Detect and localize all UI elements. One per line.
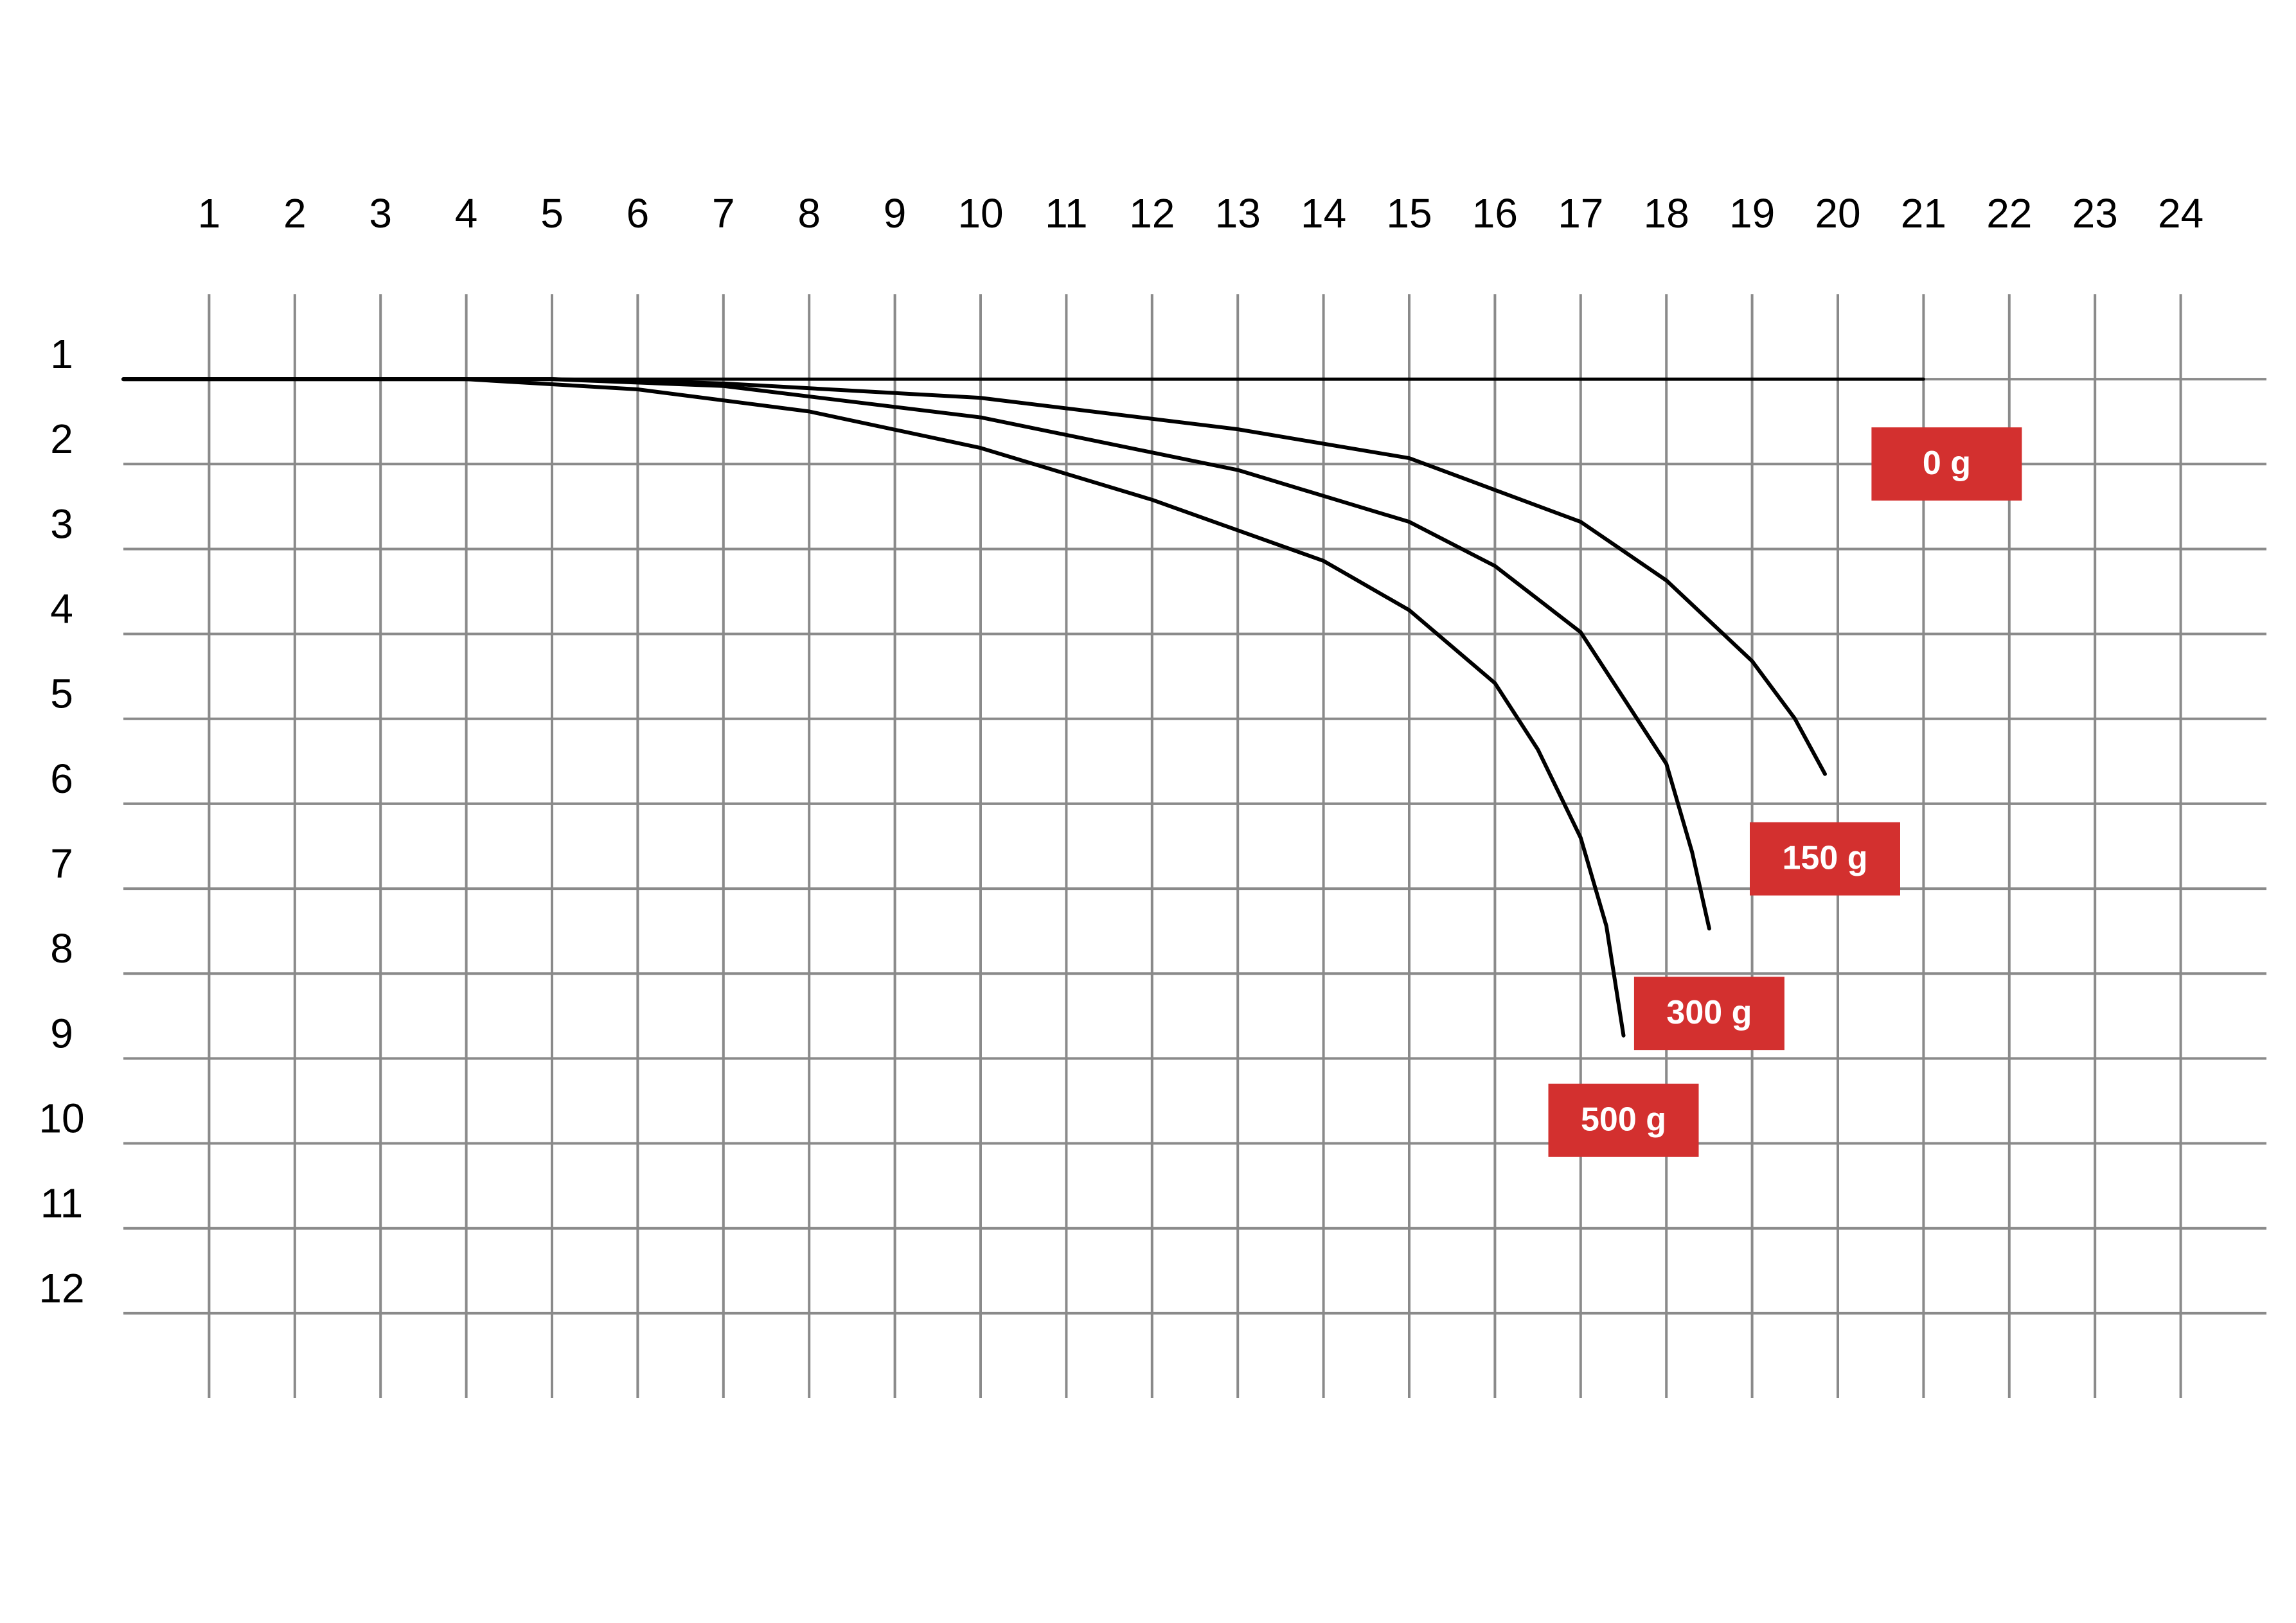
- y-tick-label: 4: [50, 586, 73, 632]
- label-box: [1633, 977, 1784, 1051]
- x-tick-label: 17: [1558, 190, 1603, 236]
- x-tick-label: 16: [1472, 190, 1518, 236]
- series-label: 500 g: [1581, 1101, 1666, 1138]
- label-box: [1548, 1083, 1699, 1157]
- x-tick-label: 6: [627, 190, 650, 236]
- x-tick-label: 2: [283, 190, 307, 236]
- label-box: [1871, 427, 2022, 501]
- y-tick-label: 1: [50, 331, 73, 377]
- y-tick-label: 9: [50, 1010, 73, 1056]
- x-tick-label: 13: [1215, 190, 1261, 236]
- series-label: 300 g: [1666, 994, 1752, 1031]
- y-tick-label: 7: [50, 840, 73, 887]
- y-tick-label: 5: [50, 671, 73, 717]
- x-tick-label: 11: [1045, 190, 1087, 236]
- series-line: [121, 377, 1827, 776]
- x-tick-label: 4: [455, 190, 478, 236]
- x-tick-label: 12: [1129, 190, 1175, 236]
- series-line: [121, 377, 1711, 931]
- x-tick-label: 21: [1901, 190, 1946, 236]
- x-tick-label: 5: [540, 190, 564, 236]
- x-tick-label: 20: [1815, 190, 1860, 236]
- x-tick-label: 7: [712, 190, 735, 236]
- x-tick-label: 19: [1729, 190, 1775, 236]
- x-tick-label: 9: [884, 190, 907, 236]
- x-tick-label: 1: [198, 190, 221, 236]
- y-tick-label: 10: [39, 1095, 84, 1141]
- series-label: 150 g: [1782, 839, 1867, 876]
- x-tick-label: 3: [369, 190, 392, 236]
- x-tick-label: 24: [2158, 190, 2203, 236]
- x-tick-label: 22: [1986, 190, 2032, 236]
- x-tick-label: 8: [797, 190, 821, 236]
- label-box: [1749, 822, 1900, 896]
- y-tick-label: 2: [50, 416, 73, 462]
- y-tick-label: 11: [40, 1180, 83, 1227]
- y-tick-label: 8: [50, 925, 73, 971]
- x-tick-label: 14: [1301, 190, 1346, 236]
- y-tick-label: 12: [39, 1265, 84, 1311]
- x-tick-label: 10: [957, 190, 1003, 236]
- y-tick-label: 6: [50, 756, 73, 802]
- x-tick-label: 23: [2072, 190, 2118, 236]
- series-label: 0 g: [1923, 445, 1971, 482]
- series-line: [121, 377, 1626, 1038]
- x-tick-label: 18: [1644, 190, 1689, 236]
- x-tick-label: 15: [1386, 190, 1432, 236]
- y-tick-label: 3: [50, 501, 73, 547]
